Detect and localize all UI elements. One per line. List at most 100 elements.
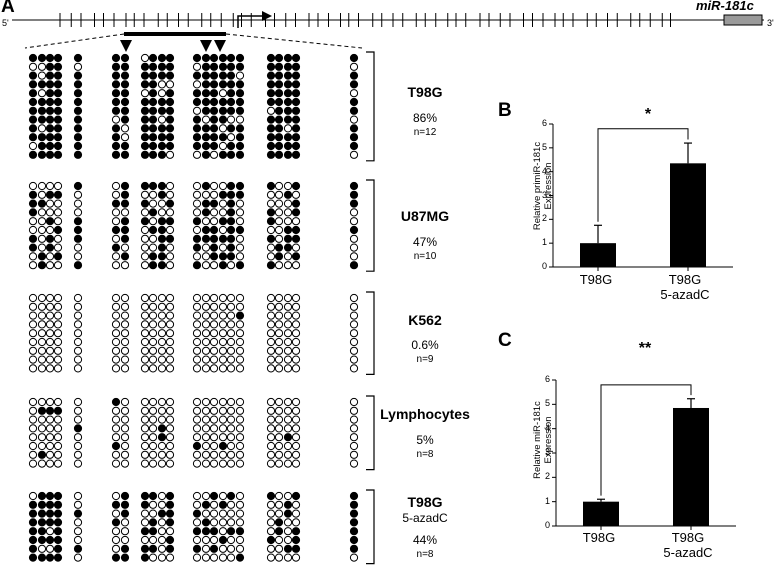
unmethylated-cpg-dot	[201, 217, 211, 226]
unmethylated-cpg-dot	[165, 293, 175, 303]
unmethylated-cpg-dot	[28, 433, 38, 442]
unmethylated-cpg-dot	[140, 320, 150, 329]
cpg-marker-triangle	[200, 40, 212, 52]
unmethylated-cpg-dot	[266, 355, 276, 364]
methylated-cpg-dot	[120, 190, 130, 199]
methylated-cpg-dot	[53, 491, 63, 501]
unmethylated-cpg-dot	[73, 346, 83, 355]
unmethylated-cpg-dot	[291, 320, 301, 329]
unmethylated-cpg-dot	[291, 190, 301, 199]
unmethylated-cpg-dot	[165, 80, 175, 89]
unmethylated-cpg-dot	[349, 415, 359, 424]
unmethylated-cpg-dot	[209, 509, 219, 518]
unmethylated-cpg-dot	[28, 364, 38, 373]
methylated-cpg-dot	[201, 97, 211, 107]
methylated-cpg-dot	[209, 141, 219, 151]
methylated-cpg-dot	[120, 199, 130, 208]
unmethylated-cpg-dot	[120, 346, 130, 355]
unmethylated-cpg-dot	[165, 553, 175, 562]
methylated-cpg-dot	[148, 261, 158, 270]
unmethylated-cpg-dot	[148, 346, 158, 355]
panel-c-ytick-label: 4	[544, 422, 550, 433]
methylated-cpg-dot	[266, 115, 276, 124]
methylated-cpg-dot	[235, 53, 245, 63]
methylated-cpg-dot	[120, 217, 130, 226]
unmethylated-cpg-dot	[209, 459, 219, 468]
unmethylated-cpg-dot	[274, 199, 284, 208]
unmethylated-cpg-dot	[218, 424, 228, 433]
unmethylated-cpg-dot	[140, 252, 150, 261]
unmethylated-cpg-dot	[349, 397, 359, 407]
methylated-cpg-dot	[291, 62, 301, 71]
methylated-cpg-dot	[291, 133, 301, 142]
methylated-cpg-dot	[45, 141, 55, 151]
methylated-cpg-dot	[45, 80, 55, 89]
methylated-cpg-dot	[349, 190, 359, 199]
unmethylated-cpg-dot	[235, 71, 245, 80]
unmethylated-cpg-dot	[157, 527, 167, 536]
unmethylated-cpg-dot	[235, 441, 245, 451]
unmethylated-cpg-dot	[235, 337, 245, 347]
unmethylated-cpg-dot	[201, 459, 211, 468]
unmethylated-cpg-dot	[349, 208, 359, 217]
methylated-cpg-dot	[73, 181, 83, 191]
cpg-marker-triangle	[214, 40, 226, 52]
unmethylated-cpg-dot	[235, 208, 245, 217]
unmethylated-cpg-dot	[37, 293, 47, 303]
methylated-cpg-dot	[283, 89, 293, 98]
unmethylated-cpg-dot	[226, 261, 236, 270]
unmethylated-cpg-dot	[53, 450, 63, 459]
unmethylated-cpg-dot	[266, 252, 276, 261]
methylated-cpg-dot	[274, 518, 284, 527]
methylated-cpg-dot	[148, 106, 158, 115]
methylated-cpg-dot	[291, 225, 301, 235]
unmethylated-cpg-dot	[218, 243, 228, 252]
unmethylated-cpg-dot	[235, 406, 245, 415]
methylated-cpg-dot	[283, 225, 293, 235]
unmethylated-cpg-dot	[120, 527, 130, 536]
unmethylated-cpg-dot	[120, 450, 130, 459]
unmethylated-cpg-dot	[157, 415, 167, 424]
methylated-cpg-dot	[226, 106, 236, 115]
methylated-cpg-dot	[226, 225, 236, 235]
methylated-cpg-dot	[266, 234, 276, 243]
unmethylated-cpg-dot	[111, 190, 121, 199]
unmethylated-cpg-dot	[226, 364, 236, 373]
unmethylated-cpg-dot	[235, 535, 245, 545]
methylated-cpg-dot	[148, 133, 158, 142]
unmethylated-cpg-dot	[192, 518, 202, 527]
unmethylated-cpg-dot	[37, 397, 47, 407]
methylated-cpg-dot	[201, 141, 211, 151]
methylated-cpg-dot	[157, 71, 167, 80]
methylated-cpg-dot	[37, 450, 47, 459]
unmethylated-cpg-dot	[111, 234, 121, 243]
unmethylated-cpg-dot	[120, 243, 130, 252]
unmethylated-cpg-dot	[266, 406, 276, 415]
unmethylated-cpg-dot	[349, 459, 359, 468]
methylated-cpg-dot	[226, 252, 236, 261]
unmethylated-cpg-dot	[148, 364, 158, 373]
unmethylated-cpg-dot	[120, 293, 130, 303]
unmethylated-cpg-dot	[73, 243, 83, 252]
methylated-cpg-dot	[209, 62, 219, 71]
unmethylated-cpg-dot	[28, 217, 38, 226]
methylated-cpg-dot	[209, 527, 219, 536]
unmethylated-cpg-dot	[157, 406, 167, 415]
methylated-cpg-dot	[140, 544, 150, 553]
unmethylated-cpg-dot	[235, 518, 245, 527]
unmethylated-cpg-dot	[274, 329, 284, 338]
methylated-cpg-dot	[226, 97, 236, 107]
unmethylated-cpg-dot	[53, 217, 63, 226]
panel-c-xcat-2-sub: 5-azadC	[663, 545, 713, 560]
methylated-cpg-dot	[140, 62, 150, 71]
methylated-cpg-dot	[73, 133, 83, 142]
unmethylated-cpg-dot	[28, 302, 38, 311]
unmethylated-cpg-dot	[111, 252, 121, 261]
methylated-cpg-dot	[165, 89, 175, 98]
methylated-cpg-dot	[53, 252, 63, 261]
unmethylated-cpg-dot	[140, 355, 150, 364]
unmethylated-cpg-dot	[53, 234, 63, 243]
unmethylated-cpg-dot	[209, 261, 219, 270]
zoom-line-left	[24, 33, 125, 49]
unmethylated-cpg-dot	[235, 293, 245, 303]
